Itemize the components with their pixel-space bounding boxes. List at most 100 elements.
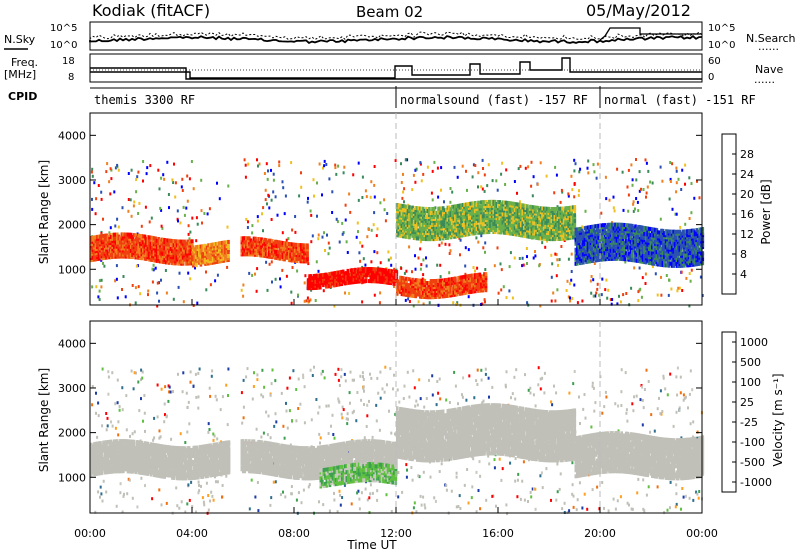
heatmap-cell [417,228,420,233]
heatmap-cell [480,214,483,219]
heatmap-cell [140,252,144,257]
heatmap-cell [498,204,502,209]
scatter-pixel [690,268,693,272]
heatmap-cell [523,211,526,216]
scatter-pixel [590,291,593,295]
heatmap-cell [207,247,210,252]
heatmap-cell [142,244,145,249]
heatmap-cell [337,270,340,275]
heatmap-cell [412,280,416,284]
heatmap-cell [448,277,451,282]
heatmap-cell [166,254,170,259]
heatmap-cell [408,277,411,282]
scatter-pixel [621,170,624,174]
scatter-pixel [530,184,533,188]
heatmap-cell [483,200,486,205]
scatter-pixel [258,162,261,166]
heatmap-cell [420,222,424,227]
heatmap-cell [258,249,262,254]
scatter-pixel [630,286,633,290]
heatmap-cell [198,258,201,263]
scatter-pixel [270,198,273,202]
scatter-pixel [174,181,177,185]
scatter-pixel [466,188,468,192]
scatter-pixel [244,175,247,179]
scatter-pixel [159,206,162,210]
scatter-pixel [408,300,411,303]
heatmap-cell [298,253,302,258]
scatter-pixel [472,266,475,269]
heatmap-cell [106,243,110,248]
heatmap-cell [277,250,280,255]
heatmap-cell [481,282,485,287]
nsky-trace [89,35,703,44]
heatmap-cell [186,249,189,254]
heatmap-cell [434,231,437,235]
heatmap-cell [530,221,534,226]
scatter-pixel [545,174,548,178]
heatmap-cell [515,212,518,217]
scatter-pixel [361,196,364,199]
scatter-pixel [200,178,203,182]
heatmap-cell [210,256,213,261]
scatter-pixel [310,213,313,217]
heatmap-cell [224,256,227,261]
scatter-pixel [182,205,185,209]
heatmap-cell [91,245,95,250]
heatmap-cell [161,259,165,264]
scatter-pixel [266,288,269,292]
heatmap-cell [399,287,402,292]
heatmap-cell [452,216,456,221]
scatter-pixel [634,207,636,211]
scatter-pixel [513,256,516,260]
scatter-pixel [555,253,558,257]
heatmap-cell [415,278,419,283]
scatter-pixel [100,190,103,194]
heatmap-cell [116,254,119,259]
heatmap-cell [409,223,413,228]
heatmap-cell [211,242,215,247]
scatter-pixel [373,195,376,199]
heatmap-cell [202,252,206,257]
scatter-pixel [361,244,364,248]
scatter-pixel [573,283,576,287]
heatmap-cell [457,276,460,280]
scatter-pixel [274,277,277,281]
heatmap-cell [515,202,518,207]
scatter-pixel [483,173,486,177]
scatter-pixel [337,164,340,168]
heatmap-cell [213,254,216,259]
heatmap-cell [289,242,292,247]
heatmap-cell [434,227,437,231]
heatmap-cell [501,208,505,213]
scatter-pixel [316,181,318,185]
heatmap-cell [168,258,171,263]
heatmap-cell [411,293,414,298]
heatmap-cell [510,201,514,206]
heatmap-cell [535,209,538,214]
scatter-pixel [675,166,678,170]
heatmap-cell [102,254,105,258]
scatter-pixel [522,263,525,267]
heatmap-cell [403,282,407,287]
scatter-pixel [100,197,103,201]
heatmap-cell [469,205,472,210]
heatmap-cell [503,226,506,231]
heatmap-cell [199,244,203,249]
heatmap-cell [474,201,477,205]
scatter-pixel [372,223,375,227]
heatmap-cell [119,236,122,241]
scatter-pixel [669,177,672,181]
scatter-pixel [486,184,489,188]
scatter-pixel [281,268,284,272]
scatter-pixel [373,293,376,297]
heatmap-cell [438,230,442,235]
heatmap-cell [417,288,420,293]
scatter-pixel [534,254,537,258]
heatmap-cell [213,246,216,251]
heatmap-cell [219,241,223,246]
scatter-pixel [310,288,313,292]
heatmap-cell [120,250,124,255]
heatmap-cell [437,294,440,299]
heatmap-cell [93,235,96,240]
